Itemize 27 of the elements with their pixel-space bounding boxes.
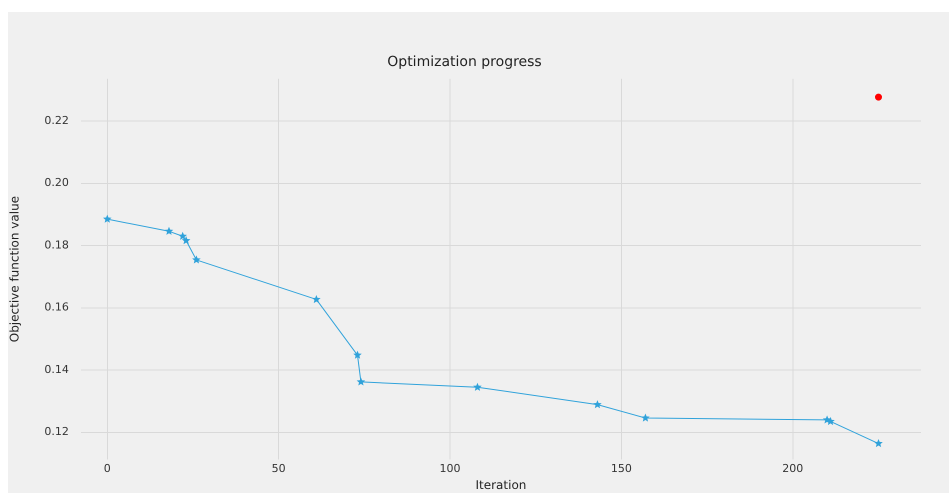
y-tick-label: 0.22 <box>44 114 69 127</box>
x-tick-label: 100 <box>440 462 461 475</box>
x-tick-label: 0 <box>104 462 111 475</box>
x-tick-label: 150 <box>610 462 632 475</box>
y-tick-label: 0.18 <box>44 238 69 252</box>
point <box>182 236 190 244</box>
point <box>103 214 112 223</box>
point <box>874 439 883 448</box>
point <box>178 232 187 240</box>
point <box>356 377 366 386</box>
y-tick-label: 0.20 <box>44 176 69 190</box>
y-tick-label: 0.12 <box>44 425 69 438</box>
point <box>593 400 602 408</box>
x-tick-label: 50 <box>272 462 286 475</box>
chart-title: Optimization progress <box>387 54 542 70</box>
x-tick-label: 200 <box>782 462 804 475</box>
point <box>312 294 321 304</box>
point <box>641 414 650 422</box>
x-axis-title: Iteration <box>475 478 526 492</box>
y-axis-title: Objective function value <box>7 196 22 342</box>
y-tick-label: 0.16 <box>44 300 69 314</box>
point <box>192 255 201 264</box>
point <box>473 382 482 391</box>
point <box>353 350 362 359</box>
point <box>164 226 174 235</box>
point <box>874 94 882 101</box>
y-tick-label: 0.14 <box>44 362 69 376</box>
